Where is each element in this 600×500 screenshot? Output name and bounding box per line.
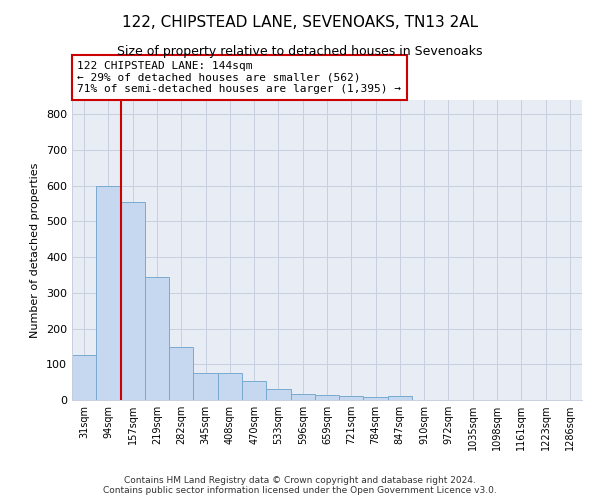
Bar [242, 382, 266, 400]
Bar [145, 277, 169, 400]
Bar [388, 396, 412, 400]
Text: 122, CHIPSTEAD LANE, SEVENOAKS, TN13 2AL: 122, CHIPSTEAD LANE, SEVENOAKS, TN13 2AL [122, 15, 478, 30]
Bar [315, 394, 339, 400]
Bar [169, 347, 193, 400]
Bar [72, 356, 96, 400]
Bar [290, 394, 315, 400]
Text: 122 CHIPSTEAD LANE: 144sqm
← 29% of detached houses are smaller (562)
71% of sem: 122 CHIPSTEAD LANE: 144sqm ← 29% of deta… [77, 61, 401, 94]
Bar [339, 396, 364, 400]
Bar [266, 388, 290, 400]
Bar [121, 202, 145, 400]
Bar [193, 373, 218, 400]
Bar [218, 373, 242, 400]
Text: Size of property relative to detached houses in Sevenoaks: Size of property relative to detached ho… [117, 45, 483, 58]
Bar [96, 186, 121, 400]
Y-axis label: Number of detached properties: Number of detached properties [31, 162, 40, 338]
Bar [364, 397, 388, 400]
Text: Contains HM Land Registry data © Crown copyright and database right 2024.
Contai: Contains HM Land Registry data © Crown c… [103, 476, 497, 495]
